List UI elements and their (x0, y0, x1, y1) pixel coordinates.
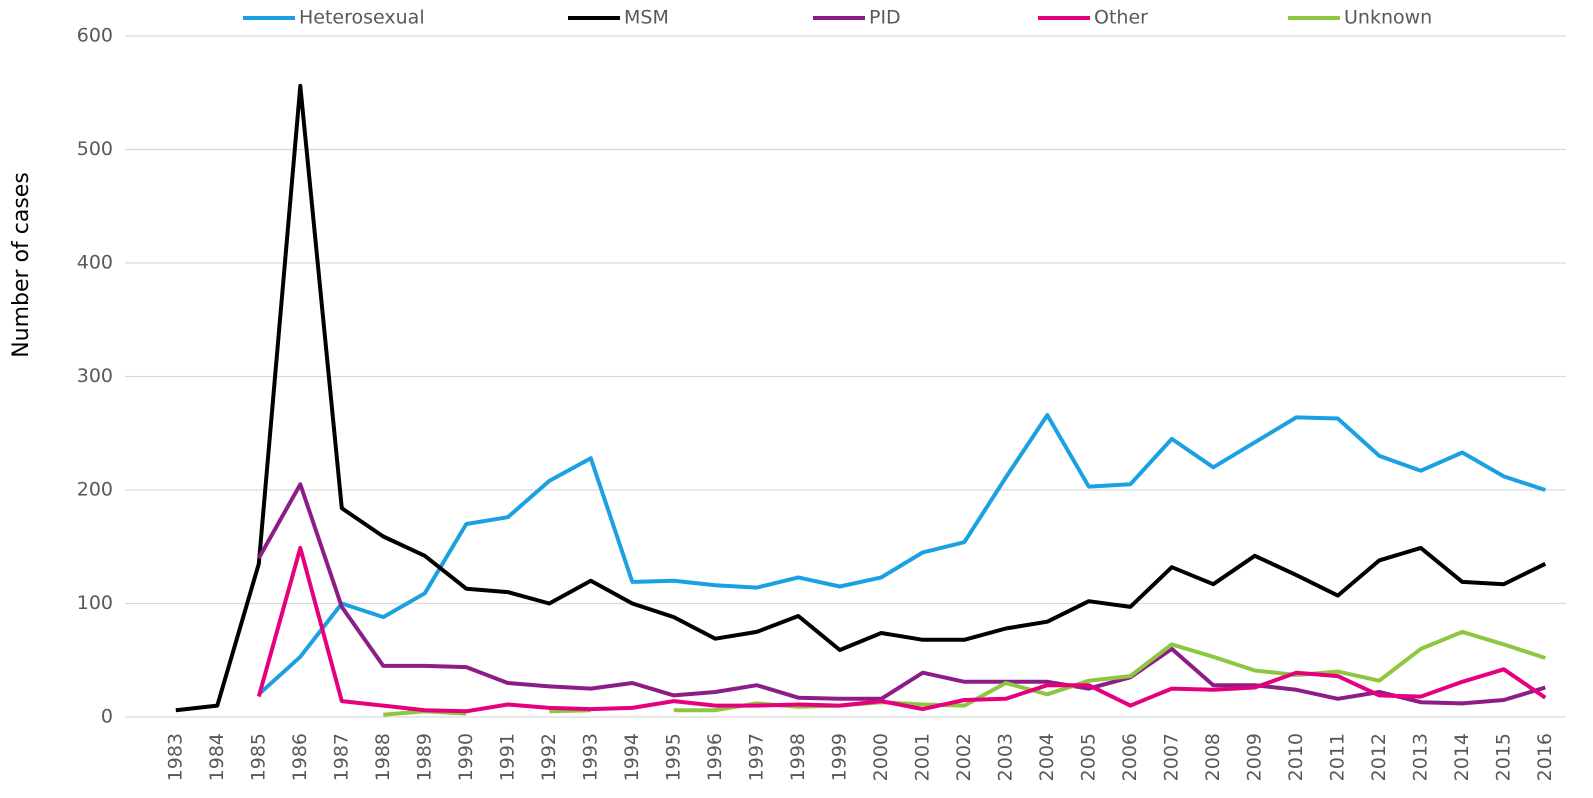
legend-label: PID (869, 7, 901, 29)
x-tick-label: 2002 (953, 733, 975, 781)
y-tick-label: 200 (77, 479, 113, 501)
series-line (257, 482, 1546, 706)
x-tick-label: 1994 (621, 733, 643, 781)
x-tick-label: 2015 (1492, 733, 1514, 781)
x-tick-label: 2008 (1202, 733, 1224, 781)
x-tick-label: 1996 (704, 733, 726, 781)
series-line (175, 83, 1547, 713)
x-tick-label: 1995 (662, 733, 684, 781)
y-tick-label: 400 (77, 252, 113, 274)
y-axis-label: Number of cases (9, 172, 34, 358)
x-tick-label: 1999 (828, 733, 850, 781)
x-tick-label: 1985 (247, 733, 269, 781)
series-line (383, 629, 1546, 717)
legend-label: MSM (624, 7, 669, 29)
x-tick-label: 2012 (1368, 733, 1390, 781)
legend-label: Unknown (1344, 7, 1432, 29)
x-tick-label: 1989 (413, 733, 435, 781)
x-tick-label: 2009 (1243, 733, 1265, 781)
y-tick-label: 600 (77, 25, 113, 47)
x-tick-label: 1993 (579, 733, 601, 781)
series-line (256, 545, 1547, 714)
legend-label: Heterosexual (299, 7, 425, 29)
x-tick-label: 2004 (1036, 733, 1058, 781)
series-line (257, 413, 1546, 696)
x-tick-label: 1986 (289, 733, 311, 781)
x-tick-label: 2010 (1285, 733, 1307, 781)
x-tick-label: 2000 (870, 733, 892, 781)
x-tick-label: 1984 (206, 733, 228, 781)
x-tick-label: 1997 (745, 733, 767, 781)
x-tick-label: 2016 (1534, 733, 1556, 781)
x-tick-label: 1987 (330, 733, 352, 781)
x-tick-label: 1992 (538, 733, 560, 781)
x-tick-label: 1988 (372, 733, 394, 781)
y-tick-label: 300 (77, 365, 113, 387)
x-tick-label: 2007 (1160, 733, 1182, 781)
x-tick-label: 2011 (1326, 733, 1348, 781)
x-tick-label: 2006 (1119, 733, 1141, 781)
legend-label: Other (1094, 7, 1148, 29)
x-tick-label: 2013 (1409, 733, 1431, 781)
x-tick-label: 1991 (496, 733, 518, 781)
x-tick-label: 1990 (455, 733, 477, 781)
x-tick-label: 1998 (787, 733, 809, 781)
y-tick-label: 100 (77, 592, 113, 614)
x-tick-label: 2001 (911, 733, 933, 781)
x-tick-label: 2014 (1451, 733, 1473, 781)
x-tick-label: 2003 (994, 733, 1016, 781)
x-tick-label: 1983 (164, 733, 186, 781)
y-tick-label: 0 (101, 706, 113, 728)
x-tick-label: 2005 (1077, 733, 1099, 781)
y-tick-label: 500 (77, 138, 113, 160)
